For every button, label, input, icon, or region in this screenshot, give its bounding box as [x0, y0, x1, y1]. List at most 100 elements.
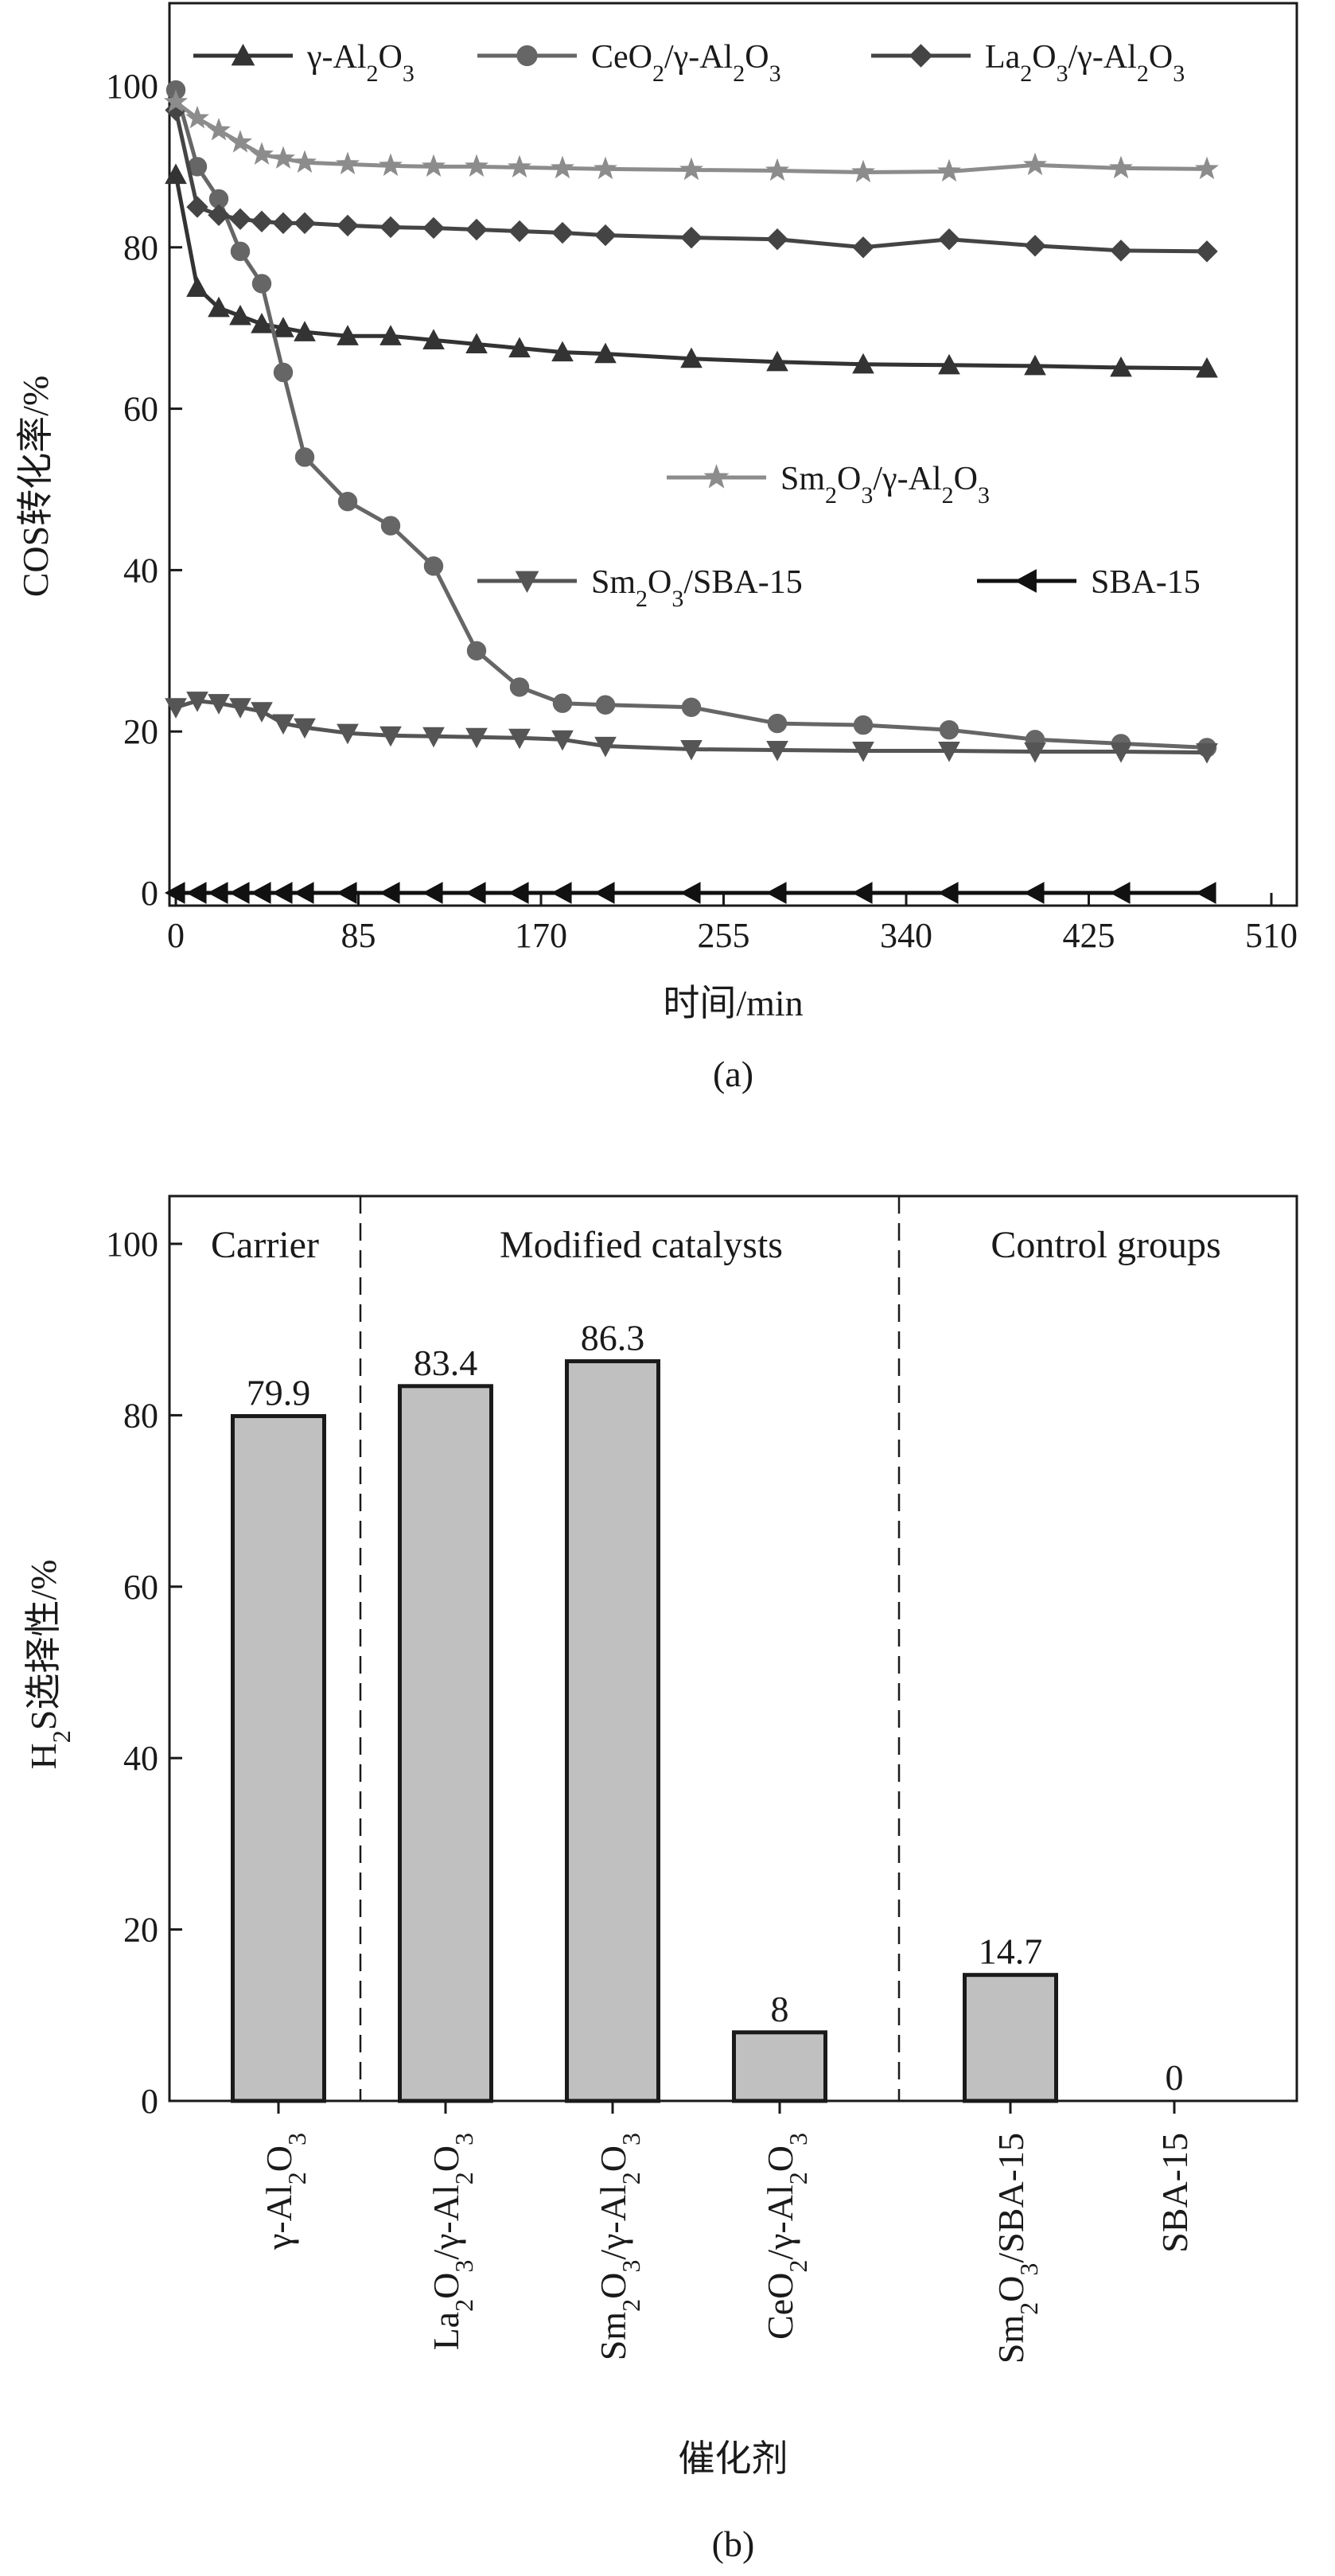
legend-marker [231, 43, 255, 66]
data-point [294, 447, 315, 467]
data-point [681, 697, 702, 717]
y-axis-title-a: COS转化率/% [15, 376, 56, 598]
y-tick-label-a: 20 [123, 712, 158, 751]
data-point [680, 226, 703, 249]
data-point [379, 216, 402, 239]
legend-label: La2O3/γ-Al2O3 [985, 39, 1185, 87]
data-point [251, 702, 273, 723]
data-point [163, 89, 189, 113]
legend-label: Sm2O3/γ-Al2O3 [780, 461, 990, 509]
data-point [208, 296, 230, 318]
category-label: γ-Al2O3 [259, 2133, 311, 2251]
data-point [164, 882, 185, 904]
bar [231, 1413, 326, 2103]
data-point [186, 276, 208, 298]
y-tick-label-a: 0 [141, 874, 158, 913]
data-point [335, 151, 360, 175]
data-point [379, 882, 400, 904]
series-3 [163, 89, 1220, 183]
data-point [1024, 354, 1046, 376]
data-point [508, 728, 531, 750]
series-line [173, 89, 1208, 750]
data-point [422, 216, 445, 240]
data-point [251, 274, 272, 294]
data-point [680, 347, 703, 368]
data-point [337, 723, 359, 745]
legend-marker [909, 44, 933, 68]
bar [732, 2030, 827, 2103]
y-tick-label-b: 0 [141, 2082, 158, 2121]
data-point [165, 698, 187, 719]
data-point [465, 218, 488, 241]
data-point [765, 882, 787, 904]
data-point [229, 698, 251, 719]
bar [398, 1384, 493, 2103]
legend-marker [1014, 569, 1037, 593]
data-point [552, 693, 573, 713]
legend-marker [516, 45, 538, 67]
y-tick-label-a: 100 [106, 67, 158, 106]
data-point [272, 714, 294, 735]
data-point [1022, 152, 1048, 176]
data-point [766, 740, 788, 762]
series-4 [165, 692, 1218, 764]
series-0 [165, 163, 1218, 378]
series-5 [164, 882, 1216, 904]
legend-label: Sm2O3/SBA-15 [591, 564, 803, 612]
data-point [228, 882, 250, 904]
x-tick-label-a: 85 [341, 916, 376, 955]
legend-entry-3: Sm2O3/γ-Al2O3 [667, 461, 990, 509]
data-point [1108, 155, 1134, 179]
data-point [1196, 357, 1218, 378]
legend-label: SBA-15 [1091, 564, 1201, 601]
data-point [423, 556, 444, 576]
data-point [852, 353, 874, 374]
bar-value-label: 0 [1166, 2057, 1184, 2098]
legend-marker [703, 464, 730, 489]
data-point [852, 741, 874, 762]
data-point [337, 214, 359, 237]
data-point [680, 739, 703, 761]
bar-value-label: 8 [771, 1989, 789, 2029]
data-point [508, 882, 529, 904]
data-point [508, 337, 531, 358]
series-line [173, 174, 1208, 371]
y-tick-label-b: 100 [106, 1225, 158, 1264]
data-point [186, 692, 208, 712]
data-point [1194, 156, 1220, 180]
data-point [551, 341, 574, 362]
data-point [292, 150, 317, 173]
legend-marker [515, 571, 539, 594]
x-tick-label-a: 255 [698, 916, 750, 955]
y-tick-label-a: 40 [123, 551, 158, 590]
data-point [229, 304, 251, 325]
x-axis-title-b: 催化剂 [679, 2438, 788, 2479]
caption-b: (b) [712, 2523, 755, 2564]
data-point [165, 163, 187, 185]
data-point [939, 719, 959, 740]
group-label: Control groups [991, 1224, 1220, 1266]
chart-a-cos-conversion: 0 20 40 60 80 100 0 85 170 255 340 425 510 时间/min COS转… [15, 2, 1298, 1094]
category-label: SBA-15 [1154, 2133, 1195, 2253]
category-label: CeO2/γ-Al2O3 [760, 2133, 812, 2340]
data-point [1110, 742, 1132, 763]
data-point [294, 212, 316, 235]
data-point [1196, 743, 1218, 764]
data-point [852, 236, 874, 259]
data-point [208, 694, 230, 715]
data-point [185, 882, 207, 904]
data-point [336, 882, 357, 904]
data-point [422, 882, 443, 904]
data-point [851, 882, 873, 904]
data-point [594, 736, 617, 758]
data-point [766, 350, 788, 372]
legend-label: γ-Al2O3 [306, 39, 415, 87]
data-point [294, 718, 316, 739]
data-point [508, 220, 531, 243]
data-point [251, 313, 273, 333]
plot-frame-b [168, 1194, 1298, 2102]
data-point [767, 713, 788, 734]
data-point [337, 492, 358, 512]
data-point [422, 329, 445, 349]
